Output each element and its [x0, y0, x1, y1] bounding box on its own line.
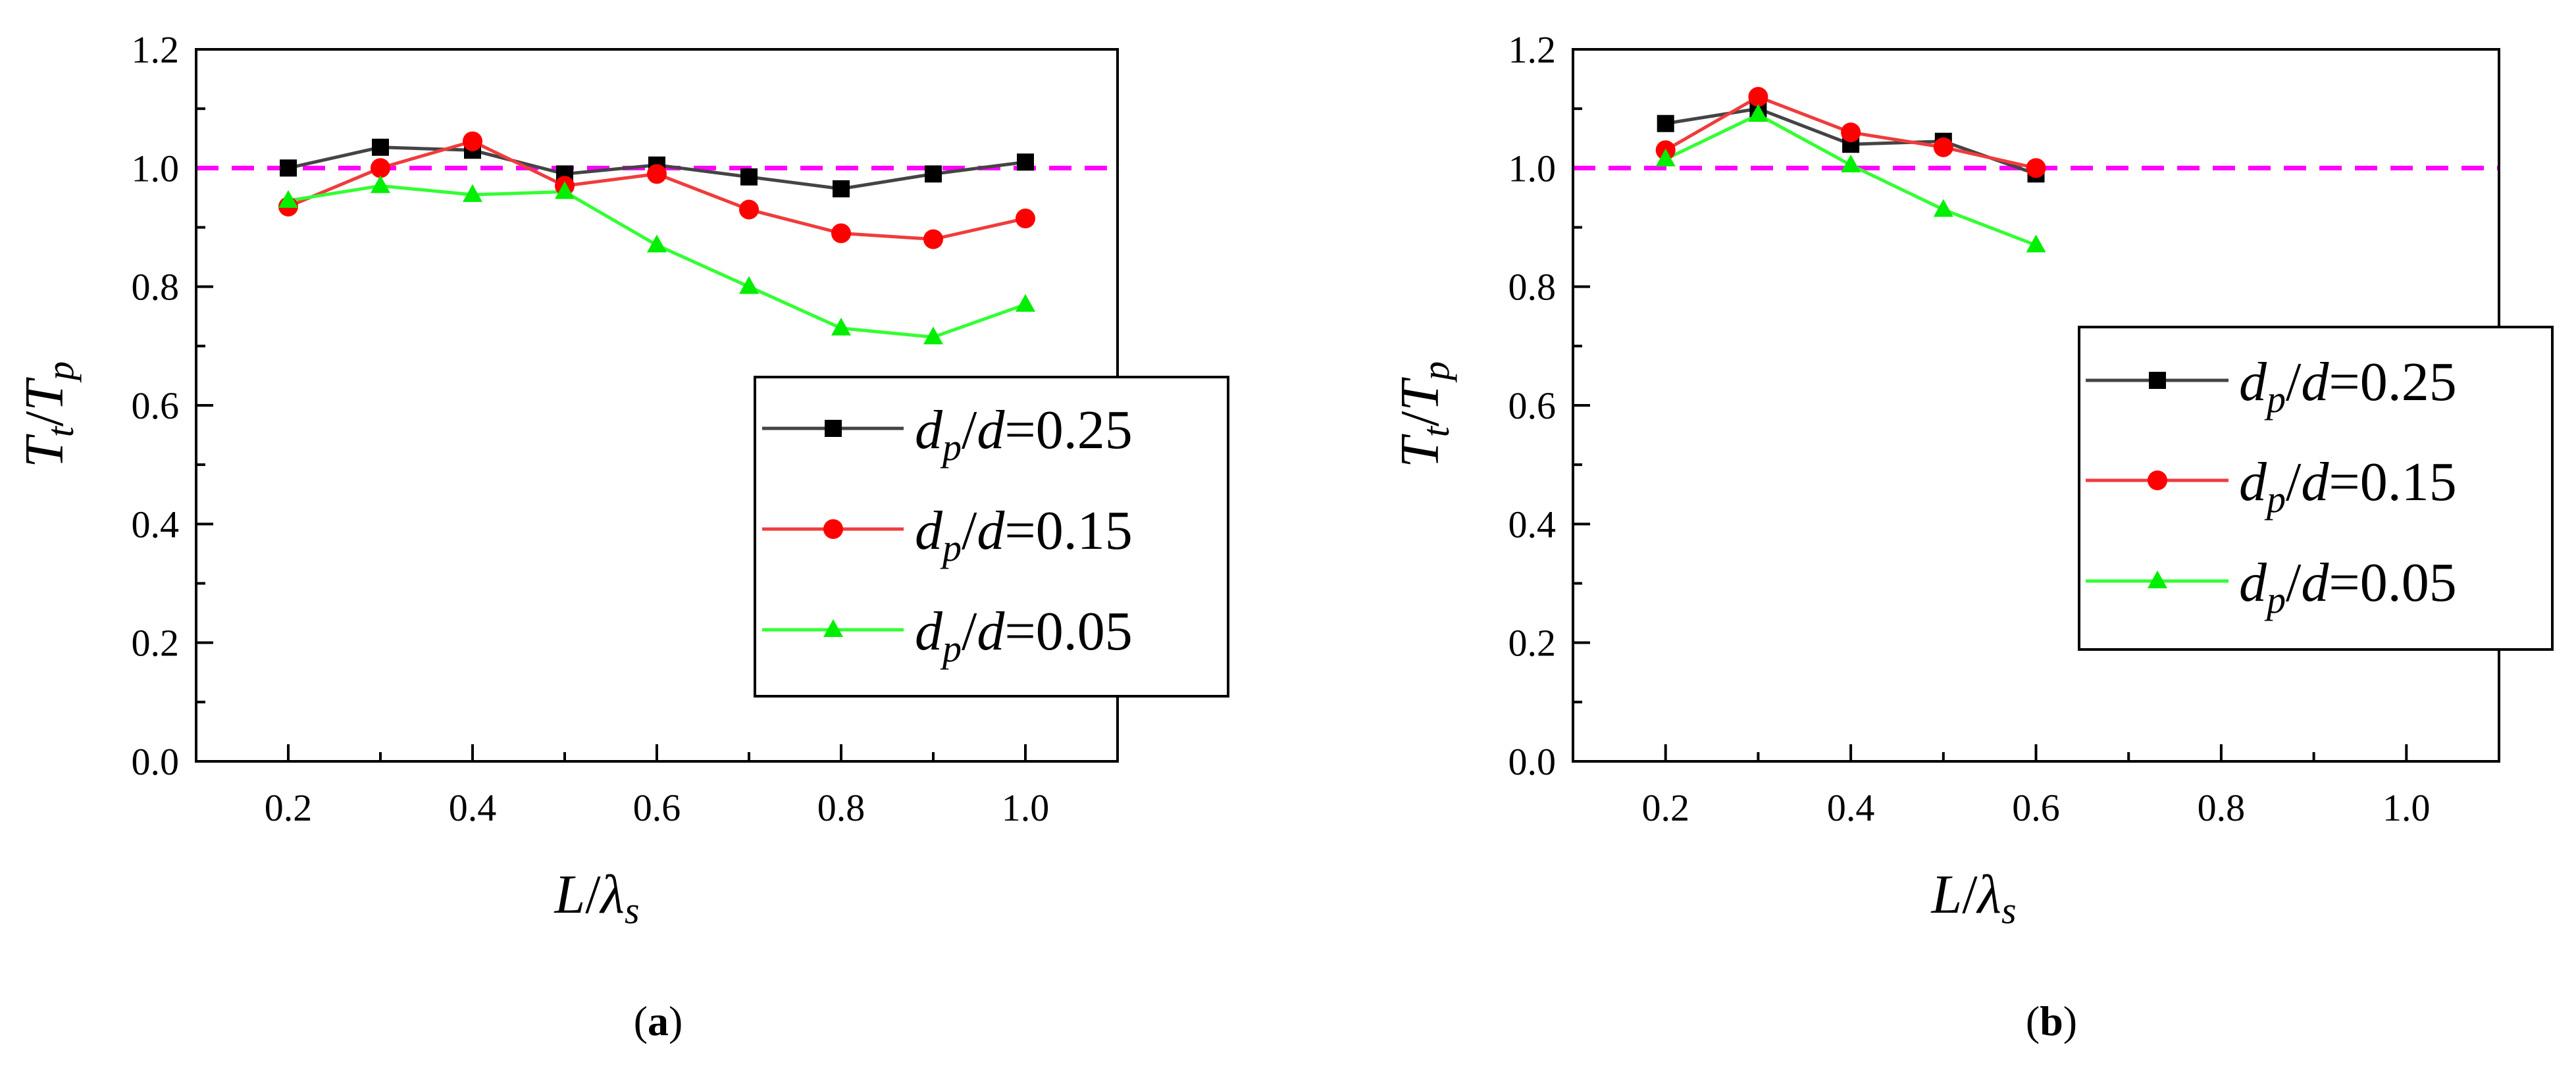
x-axis-title: L/λs [554, 864, 639, 932]
legend-label-025: dp/d=0.25 [915, 399, 1133, 469]
x-tick-label: 0.4 [449, 786, 497, 829]
data-point-triangle [831, 317, 851, 336]
legend-marker-triangle [2148, 571, 2167, 588]
series-line-005 [288, 184, 1026, 339]
x-tick-label: 0.8 [2198, 786, 2246, 829]
y-tick-label: 0.2 [132, 622, 180, 665]
x-tick-label: 0.4 [1827, 786, 1875, 829]
x-tick-label: 0.8 [817, 786, 865, 829]
caption-b: (b) [2026, 998, 2077, 1044]
caption-a: (a) [634, 998, 683, 1044]
legend-label-015: dp/d=0.15 [915, 500, 1133, 569]
y-tick-label: 0.8 [1508, 266, 1557, 309]
data-point-square [925, 165, 942, 183]
data-point-triangle [555, 181, 575, 199]
data-point-circle [1016, 208, 1035, 228]
data-point-triangle [1748, 104, 1768, 122]
y-tick-label: 1.2 [132, 28, 180, 71]
x-tick-label: 0.6 [2012, 786, 2060, 829]
y-tick-label: 0.0 [1508, 740, 1557, 783]
data-point-triangle [1655, 148, 1676, 166]
x-tick-label: 1.0 [2383, 786, 2431, 829]
x-axis-title: L/λs [1930, 864, 2016, 932]
legend-marker-square [2149, 372, 2166, 389]
data-point-triangle [1016, 293, 1035, 312]
legend-label-015: dp/d=0.15 [2239, 451, 2457, 521]
legend-marker-circle [2148, 470, 2167, 490]
data-point-circle [371, 158, 390, 178]
legend-marker-circle [823, 519, 843, 539]
data-point-square [1657, 114, 1674, 132]
y-tick-label: 0.4 [132, 503, 180, 546]
data-point-triangle [463, 184, 482, 202]
y-tick-label: 0.8 [132, 266, 180, 309]
y-tick-label: 1.2 [1508, 28, 1557, 71]
legend-marker-square [825, 420, 842, 437]
legend-marker-triangle [823, 619, 843, 637]
data-point-triangle [1841, 154, 1861, 172]
data-point-circle [1841, 122, 1861, 143]
y-tick-label: 0.2 [1508, 622, 1557, 665]
data-point-triangle [647, 234, 667, 253]
chart-panel-b: 0.0 0.2 0.4 0.6 0.8 1.0 1.2 0.2 0.4 0.6 … [1389, 28, 2554, 1044]
data-point-square [372, 138, 389, 156]
legend-b: dp/d=0.25 dp/d=0.15 dp/d=0.05 [2078, 326, 2554, 651]
data-point-square [833, 180, 850, 197]
legend-a: dp/d=0.25 dp/d=0.15 dp/d=0.05 [754, 376, 1229, 698]
data-point-circle [831, 223, 851, 243]
data-point-triangle [371, 175, 390, 193]
y-tick-label: 0.6 [1508, 384, 1557, 427]
data-point-triangle [278, 190, 298, 208]
markers-a [278, 131, 1035, 345]
data-point-circle [923, 229, 943, 249]
y-tick-label: 0.4 [1508, 503, 1557, 546]
data-point-triangle [1933, 199, 1953, 217]
data-point-circle [647, 164, 667, 184]
y-axis-title: Tt/Tp [1389, 361, 1457, 468]
legend-label-005: dp/d=0.05 [2239, 552, 2457, 621]
data-point-square [280, 159, 297, 177]
x-tick-label: 0.2 [1641, 786, 1689, 829]
data-point-triangle [739, 276, 759, 294]
data-point-circle [2026, 158, 2046, 178]
y-tick-label: 0.6 [132, 384, 180, 427]
x-tick-label: 0.6 [633, 786, 681, 829]
markers-b [1655, 87, 2046, 253]
x-tick-label: 1.0 [1002, 786, 1050, 829]
data-point-square [740, 168, 758, 186]
chart-panel-a: 0.0 0.2 0.4 0.6 0.8 1.0 1.2 0.2 0.4 0.6 … [14, 28, 1229, 1044]
y-tick-label: 1.0 [132, 147, 180, 190]
y-axis-title: Tt/Tp [14, 361, 82, 468]
legend-label-005: dp/d=0.05 [915, 601, 1133, 670]
data-point-triangle [923, 326, 943, 345]
y-tick-label: 1.0 [1508, 147, 1557, 190]
data-point-triangle [2026, 234, 2046, 253]
series-line-015 [288, 140, 1026, 242]
data-point-circle [1933, 137, 1953, 157]
y-tick-label: 0.0 [132, 740, 180, 783]
data-point-circle [1748, 87, 1768, 107]
data-point-circle [739, 199, 759, 220]
x-tick-label: 0.2 [265, 786, 313, 829]
legend-label-025: dp/d=0.25 [2239, 351, 2457, 420]
data-point-square [1017, 153, 1034, 171]
data-point-circle [463, 131, 482, 151]
